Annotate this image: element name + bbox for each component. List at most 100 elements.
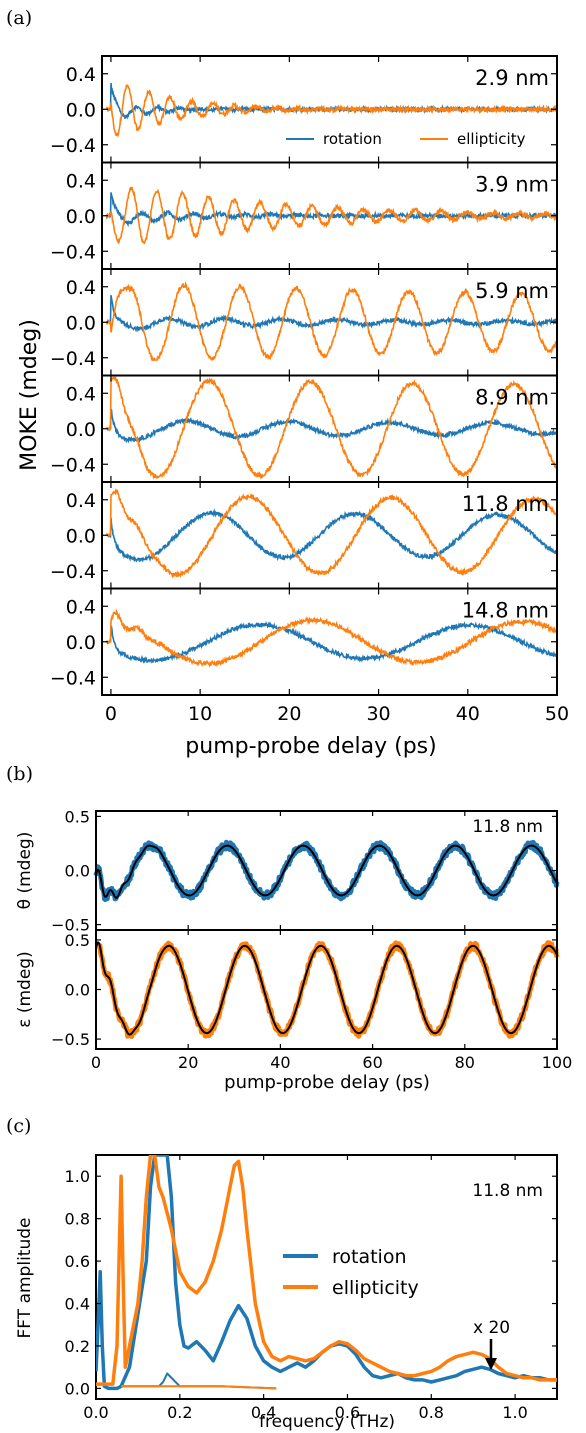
ytick-label: 0.0 bbox=[65, 1379, 90, 1398]
ytick-label: 0.4 bbox=[66, 596, 96, 618]
panel-b-label: (b) bbox=[6, 763, 33, 785]
ytick-label: −0.4 bbox=[50, 667, 96, 689]
xtick-label: 100 bbox=[542, 1053, 573, 1072]
xtick-label: 60 bbox=[362, 1053, 382, 1072]
xtick-label: 0.2 bbox=[167, 1403, 192, 1422]
rotation-series-2 bbox=[105, 295, 558, 333]
xtick-label: 80 bbox=[455, 1053, 475, 1072]
panel-c-legend: rotation ellipticity bbox=[283, 1246, 419, 1299]
fit-series-0 bbox=[95, 844, 558, 899]
ytick-label: −0.4 bbox=[50, 561, 96, 583]
legend-rotation-label: rotation bbox=[323, 130, 382, 148]
x20-annotation: x 20 bbox=[473, 1318, 510, 1338]
thickness-label: 2.9 nm bbox=[475, 66, 549, 90]
xtick-label: 50 bbox=[545, 703, 569, 725]
ellipticity-series-3 bbox=[105, 375, 558, 480]
ytick-label: −0.4 bbox=[50, 241, 96, 263]
fit-series-1 bbox=[95, 941, 558, 1036]
ytick-label: 0.4 bbox=[66, 383, 96, 405]
panel-c: (c) 0.0 0.2 0.4 0.6 0.8 1.0 0.0 0.2 0.4 0.6 0.8 1.… bbox=[6, 1115, 558, 1432]
ytick-label: −0.5 bbox=[51, 916, 90, 935]
ytick-label: 0.0 bbox=[66, 99, 96, 121]
ytick-label: −0.5 bbox=[51, 1030, 90, 1049]
panel-b-xlabel: pump-probe delay (ps) bbox=[224, 1072, 430, 1093]
panel-b-xticks: 0 20 40 60 80 100 bbox=[91, 1053, 572, 1072]
panel-c-series bbox=[96, 1155, 557, 1391]
xtick-label: 1.0 bbox=[502, 1403, 527, 1422]
panel-c-xlabel: frequency (THz) bbox=[259, 1412, 395, 1432]
data-series-0 bbox=[93, 839, 560, 902]
xtick-label: 0.8 bbox=[419, 1403, 444, 1422]
panel-a-label: (a) bbox=[6, 7, 32, 29]
panel-a: (a) MOKE (mdeg) pump-probe delay (ps) 0.… bbox=[6, 7, 569, 759]
subplot-a-0: 0.4 0.0 −0.4 2.9 nm bbox=[50, 55, 558, 164]
fft-series-0 bbox=[96, 1155, 557, 1391]
xtick-label: 0 bbox=[105, 703, 117, 725]
fft-series-1 bbox=[96, 1155, 557, 1386]
panel-a-subplots: 0.4 0.0 −0.4 2.9 nm 0.4 0.0 −0.4 3.9 nm 0.4 0.0 −0… bbox=[50, 55, 558, 696]
ellipticity-series-0 bbox=[105, 84, 558, 139]
thickness-label: 8.9 nm bbox=[475, 386, 549, 410]
panel-a-xticks: 0 10 20 30 40 50 bbox=[105, 703, 569, 725]
panel-c-yticks: 0.0 0.2 0.4 0.6 0.8 1.0 bbox=[65, 1167, 557, 1398]
ellipticity-series-2 bbox=[105, 280, 558, 362]
xtick-label: 30 bbox=[366, 703, 390, 725]
ytick-label: 0.4 bbox=[66, 170, 96, 192]
ytick-label: −0.4 bbox=[50, 454, 96, 476]
data-series-1 bbox=[94, 940, 560, 1039]
ytick-label: 0.4 bbox=[66, 277, 96, 299]
thickness-label: 14.8 nm bbox=[462, 599, 549, 623]
ytick-label: 0.8 bbox=[65, 1210, 90, 1229]
ytick-label: 0.6 bbox=[65, 1252, 90, 1271]
xtick-label: 0.6 bbox=[335, 1403, 360, 1422]
xtick-label: 20 bbox=[277, 703, 301, 725]
panel-b: (b) 0.5 0.0 −0.5 θ (mdeg) 0.5 0.0 −0.5 ε (mdeg)… bbox=[6, 763, 572, 1093]
rotation-series-1 bbox=[105, 192, 558, 228]
legend-c-ellipticity-label: ellipticity bbox=[332, 1277, 419, 1299]
x20-marker: x 20 bbox=[473, 1318, 510, 1370]
ytick-label: 0.2 bbox=[65, 1337, 90, 1356]
panel-c-label: (c) bbox=[6, 1115, 31, 1137]
xtick-label: 40 bbox=[456, 703, 480, 725]
panel-a-legend: rotation ellipticity bbox=[286, 130, 526, 148]
ytick-label: 0.4 bbox=[65, 1295, 90, 1314]
subplot-b-1: 0.5 0.0 −0.5 ε (mdeg) bbox=[15, 929, 560, 1050]
subplot-b-ylabel: ε (mdeg) bbox=[15, 951, 35, 1027]
ytick-label: 0.0 bbox=[66, 525, 96, 547]
xtick-label: 40 bbox=[270, 1053, 290, 1072]
ytick-label: 0.0 bbox=[66, 206, 96, 228]
ytick-label: 0.0 bbox=[66, 419, 96, 441]
ytick-label: 0.0 bbox=[66, 632, 96, 654]
ytick-label: 0.4 bbox=[66, 64, 96, 86]
ytick-label: 0.5 bbox=[65, 807, 90, 826]
rotation-series-5 bbox=[105, 621, 558, 664]
xtick-label: 10 bbox=[188, 703, 212, 725]
xtick-label: 20 bbox=[178, 1053, 198, 1072]
ytick-label: −0.4 bbox=[50, 135, 96, 157]
ytick-label: 0.0 bbox=[65, 862, 90, 881]
panel-a-xlabel: pump-probe delay (ps) bbox=[185, 734, 436, 759]
ytick-label: 0.4 bbox=[66, 490, 96, 512]
panel-c-ylabel: FFT amplitude bbox=[15, 1218, 35, 1339]
xtick-label: 0.0 bbox=[83, 1403, 108, 1422]
thickness-label: 3.9 nm bbox=[475, 173, 549, 197]
fft-series-3 bbox=[121, 1385, 277, 1390]
subplot-b-0: 0.5 0.0 −0.5 θ (mdeg) bbox=[15, 807, 560, 935]
ytick-label: 0.5 bbox=[65, 931, 90, 950]
subplot-a-2: 0.4 0.0 −0.4 5.9 nm bbox=[50, 268, 558, 377]
subplot-a-1: 0.4 0.0 −0.4 3.9 nm bbox=[50, 161, 558, 270]
panel-c-frame bbox=[95, 1154, 558, 1400]
xtick-label: 0.4 bbox=[251, 1403, 276, 1422]
arrow-head-icon bbox=[485, 1358, 497, 1370]
ellipticity-series-5 bbox=[105, 608, 558, 668]
ytick-label: 0.0 bbox=[66, 312, 96, 334]
panel-b-annotation: 11.8 nm bbox=[472, 817, 543, 837]
panel-a-ylabel: MOKE (mdeg) bbox=[17, 319, 42, 471]
subplot-a-4: 0.4 0.0 −0.4 11.8 nm bbox=[50, 481, 558, 590]
panel-c-annotation: 11.8 nm bbox=[472, 1181, 543, 1201]
subplot-a-3: 0.4 0.0 −0.4 8.9 nm bbox=[50, 374, 558, 483]
rotation-series-3 bbox=[105, 407, 558, 444]
subplot-a-5: 0.4 0.0 −0.4 14.8 nm bbox=[50, 587, 558, 696]
thickness-label: 11.8 nm bbox=[462, 492, 549, 516]
